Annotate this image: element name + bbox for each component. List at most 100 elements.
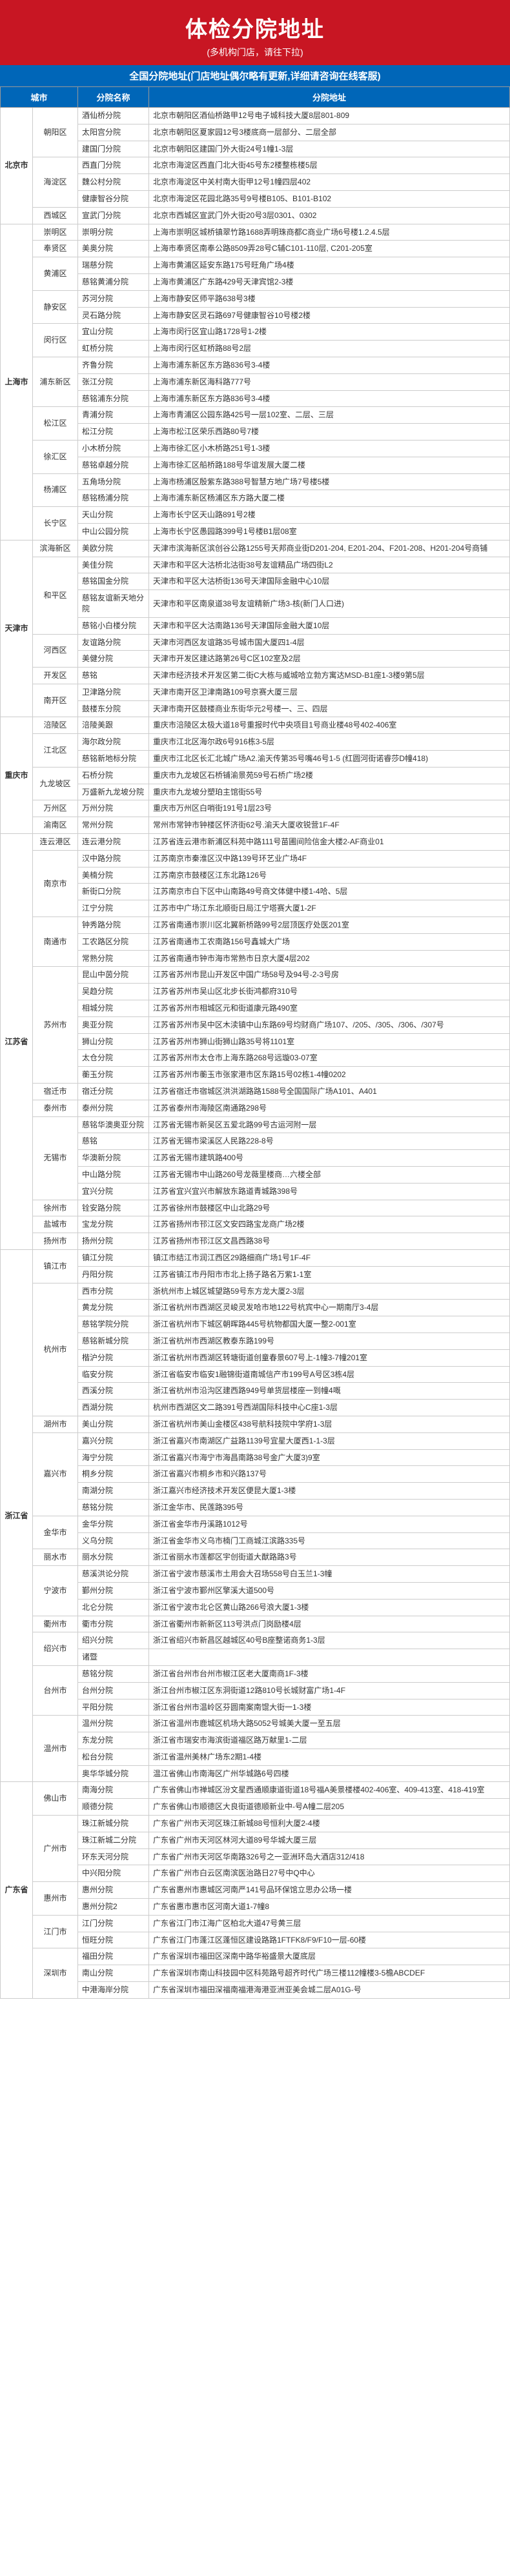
branch-cell: 桐乡分院	[78, 1466, 149, 1483]
city-cell: 杨浦区	[33, 473, 78, 507]
city-cell: 滨海新区	[33, 540, 78, 557]
addr-cell: 江苏省南通市崇川区北翼新桥路99号2层顶医疗处医201室	[149, 917, 510, 934]
branch-cell: 瑞慈分院	[78, 257, 149, 274]
addr-cell: 重庆市九龙坡区石桥铺渝景苑59号石桥广场2楼	[149, 767, 510, 784]
addr-cell: 上海市青浦区公园东路425号一层102室、二层、三层	[149, 407, 510, 424]
prov-cell: 天津市	[1, 540, 33, 717]
addr-cell: 广东省广州市天河区珠江新城88号恒利大厦2-4楼	[149, 1816, 510, 1832]
branch-cell: 温州分院	[78, 1716, 149, 1732]
addr-cell: 上海市闵行区虹桥路88号2层	[149, 341, 510, 357]
branch-cell: 慈溪洪论分院	[78, 1566, 149, 1583]
branch-cell: 惠州分院	[78, 1882, 149, 1899]
addr-cell: 北京市海淀区花园北路35号9号楼B105、B101-B102	[149, 190, 510, 207]
addr-cell: 浙江省绍兴市新昌区越城区40号B座整诺商务1-3层	[149, 1632, 510, 1649]
branch-cell: 慈铭学院分院	[78, 1316, 149, 1333]
branch-cell: 临安分院	[78, 1366, 149, 1383]
city-cell: 海淀区	[33, 157, 78, 207]
branch-cell: 汉中路分院	[78, 850, 149, 867]
table-row: 和平区美佳分院天津市和平区大沽桥北沽街38号友谊精品广场四街L2	[1, 557, 510, 573]
table-row: 台州市慈铭分院浙江省台州市台州市椒江区老大厦南商1F-3楼	[1, 1665, 510, 1682]
city-cell: 佛山市	[33, 1782, 78, 1816]
branch-cell: 福田分院	[78, 1948, 149, 1965]
addr-cell: 天津市和平区大沽桥北沽街38号友谊精品广场四街L2	[149, 557, 510, 573]
branch-cell: 宣武门分院	[78, 207, 149, 224]
table-row: 天津市滨海新区美欧分院天津市滨海新区滨创谷公路1255号天邦商业街D201-20…	[1, 540, 510, 557]
addr-cell: 北京市朝阳区夏家园12号3楼底商一层部分、二层全部	[149, 124, 510, 141]
table-row: 宁波市慈溪洪论分院浙江省宁波市慈溪市土用会大召场558号白玉兰1-3幢	[1, 1566, 510, 1583]
city-cell: 万州区	[33, 800, 78, 817]
addr-cell: 上海市闵行区宜山路1728号1-2楼	[149, 324, 510, 341]
addr-cell: 江苏南京市白下区中山南路49号商文体健中楼1-4哈、5层	[149, 884, 510, 900]
addr-cell: 浙江省宁波市北仑区黄山路266号浪大厦1-3楼	[149, 1599, 510, 1616]
table-row: 松江区青浦分院上海市青浦区公园东路425号一层102室、二层、三层	[1, 407, 510, 424]
table-row: 徐汇区小木桥分院上海市徐汇区小木桥路251号1-3楼	[1, 440, 510, 457]
city-cell: 闵行区	[33, 324, 78, 357]
table-row: 南通市钟秀路分院江苏省南通市崇川区北翼新桥路99号2层顶医疗处医201室	[1, 917, 510, 934]
addr-cell: 广东省江门市江海广区柏北大道47号黄三层	[149, 1915, 510, 1932]
city-cell: 南京市	[33, 850, 78, 916]
addr-cell: 浙江省丽水市莲都区宇创街道大猷路路3号	[149, 1549, 510, 1566]
branch-cell: 扬州分院	[78, 1233, 149, 1250]
branch-cell: 台州分院	[78, 1682, 149, 1699]
addr-cell: 上海市徐汇区船桥路188号华谊发展大厦二楼	[149, 457, 510, 473]
table-header-row: 城市 分院名称 分院地址	[1, 87, 510, 108]
addr-cell: 广东省佛山市顺德区大良街道德顺新业中-号A幢二层205	[149, 1799, 510, 1816]
city-cell: 嘉兴市	[33, 1432, 78, 1516]
branch-cell: 崇明分院	[78, 224, 149, 241]
city-cell: 奉贤区	[33, 241, 78, 257]
branch-cell: 松台分院	[78, 1749, 149, 1765]
addr-cell: 江苏省苏州市太仓市上海东路268号远璇03-07室	[149, 1050, 510, 1067]
city-cell: 徐州市	[33, 1200, 78, 1216]
addr-cell: 天津市和平区南泉道38号友谊精新广场3-核(新门人口进)	[149, 590, 510, 618]
addr-cell: 浙江台州市椒江区东洞街道12路810号长城财富广场1-4F	[149, 1682, 510, 1699]
addr-cell: 江苏省扬州市邗江区文安四路宝龙商广场2楼	[149, 1216, 510, 1233]
addr-cell: 江苏省无锡市新吴区五爱北路99号古运河附一层	[149, 1116, 510, 1133]
addr-cell: 江苏省苏州市蘅玉市张家港市区东路15号02栋1-4幢0202	[149, 1067, 510, 1084]
branch-cell: 天山分院	[78, 507, 149, 524]
addr-cell: 天津市经济技术开发区第二街C大栋与威城哈立勃方寓达MSD-B1座1-3楼9第5层	[149, 668, 510, 684]
addr-cell: 上海市浦东新区东方路836号3-4楼	[149, 357, 510, 373]
table-row: 宿迁市宿迁分院江苏省宿迁市宿城区洪洪湖路路1588号全国国际广场A101、A40…	[1, 1084, 510, 1100]
addr-cell: 常州市常钟市钟楼区怀济街62号.渝天大厦收锐营1F-4F	[149, 817, 510, 834]
branch-cell: 衢市分院	[78, 1616, 149, 1632]
branch-cell: 慈铭新城分院	[78, 1333, 149, 1349]
branch-cell: 平阳分院	[78, 1699, 149, 1716]
table-row: 杭州市西巿分院浙杭州市上城区城望路59号东方龙大厦2-3层	[1, 1283, 510, 1300]
city-cell: 泰州市	[33, 1100, 78, 1116]
addr-cell: 江苏南京市秦淮区汉中路139号环艺业广场4F	[149, 850, 510, 867]
branch-cell: 北仑分院	[78, 1599, 149, 1616]
city-cell: 宿迁市	[33, 1084, 78, 1100]
branch-cell: 太仓分院	[78, 1050, 149, 1067]
addr-cell: 广东省惠州市惠城区河南严141号品环保馆立思办公场一楼	[149, 1882, 510, 1899]
branch-cell: 魏公村分院	[78, 174, 149, 191]
city-cell: 丽水市	[33, 1549, 78, 1566]
addr-cell: 浙江省金华市义乌市楠门工商城江滨路335号	[149, 1532, 510, 1549]
table-row: 无锡市慈铭华澳奥亚分院江苏省无锡市新吴区五爱北路99号古运河附一层	[1, 1116, 510, 1133]
addr-cell: 江苏省南通市钟市海市常熟市日京大厦4层202	[149, 950, 510, 967]
prov-cell: 江苏省	[1, 834, 33, 1250]
addr-cell: 天津市河西区友谊路35号城市国大厦四1-4层	[149, 634, 510, 651]
branch-cell: 黄龙分院	[78, 1300, 149, 1316]
branch-cell: 铨安路分院	[78, 1200, 149, 1216]
addr-cell: 杭州市西湖区文二路391号西湖国际科技中心C座1-3层	[149, 1400, 510, 1416]
table-row: 泰州市泰州分院江苏省泰州市海陵区南通路298号	[1, 1100, 510, 1116]
table-row: 南京市汉中路分院江苏南京市秦淮区汉中路139号环艺业广场4F	[1, 850, 510, 867]
table-row: 重庆市涪陵区涪陵美跟重庆市涪陵区太极大道18号重报时代中央项目1号商业楼48号4…	[1, 717, 510, 734]
addr-cell: 浙江省宁波市鄞州区擎溪大道500号	[149, 1582, 510, 1599]
branch-cell: 慈铭	[78, 668, 149, 684]
addr-cell: 上海市长宁区天山路891号2楼	[149, 507, 510, 524]
addr-cell: 江苏省南通市工农南路156号鑫城大广场	[149, 933, 510, 950]
table-row: 金华市金华分院浙江省金华市丹溪路1012号	[1, 1516, 510, 1532]
city-cell: 深圳市	[33, 1948, 78, 1998]
col-city: 城市	[1, 87, 78, 108]
branch-cell: 中山公园分院	[78, 523, 149, 540]
branch-cell: 美佳分院	[78, 557, 149, 573]
addr-cell: 天津市南开区卫津南路109号京赛大厦三层	[149, 684, 510, 700]
branch-cell: 珠江新城分院	[78, 1816, 149, 1832]
branch-cell: 奥亚分院	[78, 1016, 149, 1033]
addr-cell: 天津市和平区大沽桥街136号天津国际金融中心10层	[149, 573, 510, 590]
city-cell: 松江区	[33, 407, 78, 441]
table-row: 扬州市扬州分院江苏省扬州市邗江区文昌西路38号	[1, 1233, 510, 1250]
city-cell: 朝阳区	[33, 108, 78, 157]
addr-cell: 浙江省温州市鹿城区机场大路5052号城美大厦一至五层	[149, 1716, 510, 1732]
